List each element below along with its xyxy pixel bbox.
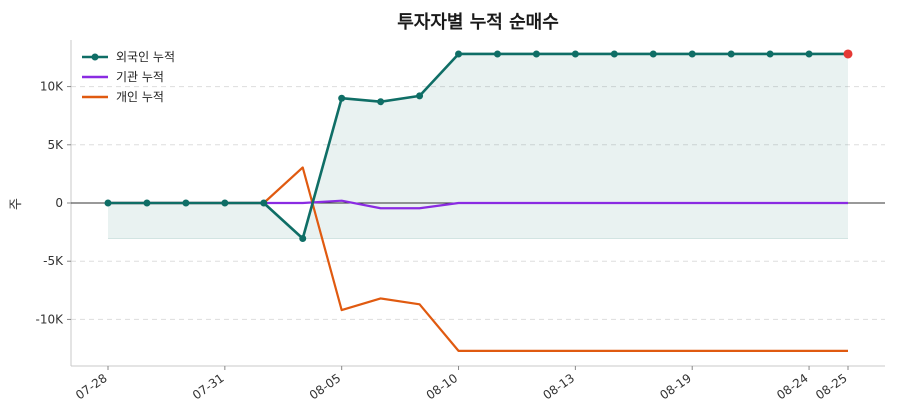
legend-marker — [91, 53, 99, 61]
series-point — [221, 199, 229, 207]
legend-label: 개인 누적 — [116, 90, 164, 104]
series-point — [571, 50, 579, 58]
y-tick-label: 5K — [47, 138, 64, 152]
series-point — [338, 94, 346, 102]
series-point — [377, 98, 385, 106]
series-point — [104, 199, 112, 207]
series-point — [143, 199, 151, 207]
grid-lines — [71, 86, 885, 320]
series-point — [416, 92, 424, 100]
series-point — [688, 50, 696, 58]
legend-label: 외국인 누적 — [116, 50, 175, 64]
x-tick-label: 08-10 — [424, 371, 461, 402]
series-point — [455, 50, 463, 58]
series-point — [493, 50, 501, 58]
series-point — [610, 50, 618, 58]
series-fill-area — [108, 53, 848, 239]
series-point — [299, 235, 307, 243]
series-point — [727, 50, 735, 58]
series-lines — [108, 52, 848, 352]
x-tick-label: 08-24 — [774, 371, 811, 402]
series-line-0 — [108, 52, 848, 240]
x-tick-label: 08-25 — [813, 371, 850, 402]
series-point — [182, 199, 190, 207]
x-tick-label: 08-05 — [307, 371, 344, 402]
fill-area-layer — [108, 53, 848, 240]
x-tick-label: 07-31 — [190, 371, 227, 402]
series-markers — [104, 49, 853, 243]
y-tick-label: -10K — [36, 312, 65, 326]
y-axis-label: 주 — [9, 198, 24, 210]
x-tick-label: 08-13 — [540, 371, 577, 402]
y-tick-label: 0 — [55, 196, 63, 210]
chart-title: 투자자별 누적 순매수 — [397, 12, 559, 33]
series-point — [649, 50, 657, 58]
last-point-marker — [843, 49, 853, 59]
x-tick-label: 07-28 — [73, 371, 110, 402]
x-tick-label: 08-19 — [657, 371, 694, 402]
legend-label: 기관 누적 — [116, 70, 164, 84]
y-tick-label: -5K — [43, 254, 64, 268]
series-point — [805, 50, 813, 58]
y-tick-label: 10K — [40, 80, 64, 94]
series-point — [260, 199, 268, 207]
series-point — [532, 50, 540, 58]
series-point — [766, 50, 774, 58]
